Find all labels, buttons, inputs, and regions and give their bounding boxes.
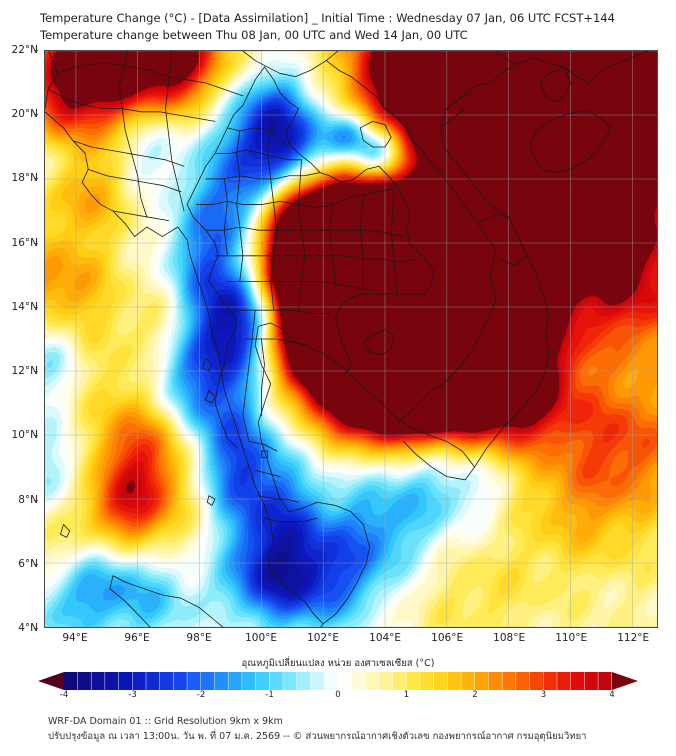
colorbar-band — [283, 672, 297, 690]
x-tick-label: 106°E — [431, 632, 464, 644]
colorbar-tick-label: 4 — [609, 690, 615, 700]
colorbar-band — [502, 672, 516, 690]
colorbar-band — [351, 672, 365, 690]
colorbar-band — [379, 672, 393, 690]
colorbar-strip — [38, 672, 638, 690]
y-tick-mark — [34, 628, 38, 629]
colorbar-band — [269, 672, 283, 690]
x-tick-label: 104°E — [369, 632, 402, 644]
y-tick-mark — [34, 242, 38, 244]
y-tick-mark — [34, 499, 38, 501]
x-tick-label: 98°E — [186, 632, 212, 644]
y-tick-mark — [34, 50, 38, 51]
y-tick-label: 14°N — [11, 300, 38, 313]
colorbar-band — [365, 672, 379, 690]
y-tick-mark — [34, 178, 38, 180]
colorbar-band — [324, 672, 338, 690]
colorbar-tick-label: -1 — [265, 690, 274, 700]
x-tick-label: 112°E — [617, 632, 650, 644]
colorbar-tick-label: 1 — [403, 690, 410, 700]
x-tick-label: 96°E — [124, 632, 150, 644]
colorbar-band — [447, 672, 461, 690]
chart-title-block: Temperature Change (°C) - [Data Assimila… — [40, 10, 660, 44]
colorbar-band — [255, 672, 270, 690]
colorbar-band — [584, 672, 598, 690]
colorbar-band — [91, 672, 105, 690]
colorbar-band — [296, 672, 311, 690]
colorbar-over-arrow — [612, 672, 638, 690]
colorbar-band — [146, 672, 160, 690]
colorbar-tick-label: 3 — [540, 690, 547, 700]
y-tick-label: 12°N — [11, 365, 38, 378]
colorbar-band — [201, 672, 215, 690]
colorbar-band — [392, 672, 407, 690]
colorbar-band — [242, 672, 256, 690]
colorbar-band — [77, 672, 91, 690]
footer-attribution: ปรับปรุงข้อมูล ณ เวลา 13:00น. วัน พ. ที่… — [48, 731, 587, 742]
y-tick-mark — [34, 563, 38, 565]
x-tick-label: 100°E — [245, 632, 278, 644]
y-tick-mark — [34, 435, 38, 437]
colorbar-band — [310, 672, 324, 690]
y-tick-label: 6°N — [18, 557, 38, 570]
colorbar-tick-label: 2 — [472, 690, 478, 700]
colorbar-band — [516, 672, 530, 690]
colorbar-band — [64, 672, 78, 690]
colorbar-band — [529, 672, 544, 690]
y-axis: 4°N 6°N 8°N 10°N 12°N 14°N 16°N 18°N 20°N 22°N — [0, 44, 38, 634]
colorbar-band — [543, 672, 557, 690]
x-axis: 94°E 96°E 98°E 100°E 102°E 104°E 106°E 108°E 110… — [44, 632, 658, 648]
colorbar-band — [475, 672, 489, 690]
y-tick-label: 22°N — [11, 44, 38, 56]
y-tick-label: 18°N — [11, 172, 38, 185]
colorbar-band — [105, 672, 119, 690]
colorbar-band — [420, 672, 434, 690]
colorbar-band — [159, 672, 174, 690]
colorbar-band — [488, 672, 502, 690]
colorbar-band — [132, 672, 146, 690]
colorbar-tick-label: 0 — [335, 690, 341, 700]
colorbar-tick-label: -4 — [59, 690, 69, 700]
colorbar-band — [187, 672, 201, 690]
page-subtitle: Temperature change between Thu 08 Jan, 0… — [40, 28, 468, 42]
y-tick-label: 16°N — [11, 236, 38, 249]
x-tick-label: 102°E — [307, 632, 340, 644]
y-tick-mark — [34, 306, 38, 308]
colorbar-title: อุณหภูมิเปลี่ยนแปลง หน่วย องศาเซลเซียส (… — [241, 658, 435, 669]
colorbar-band — [214, 672, 228, 690]
colorbar-band — [598, 672, 612, 690]
footer-model-info: WRF-DA Domain 01 :: Grid Resolution 9km … — [48, 716, 283, 727]
x-tick-label: 110°E — [555, 632, 588, 644]
colorbar-band — [461, 672, 475, 690]
colorbar-band — [173, 672, 187, 690]
colorbar-band — [118, 672, 133, 690]
map-plot-area — [44, 50, 658, 628]
footer-block: WRF-DA Domain 01 :: Grid Resolution 9km … — [48, 714, 668, 744]
x-tick-label: 108°E — [493, 632, 526, 644]
y-tick-mark — [34, 114, 38, 116]
y-tick-label: 8°N — [18, 493, 38, 506]
colorbar-block: อุณหภูมิเปลี่ยนแปลง หน่วย องศาเซลเซียส (… — [0, 656, 676, 704]
x-tick-label: 94°E — [62, 632, 88, 644]
y-tick-mark — [34, 371, 38, 373]
colorbar-under-arrow — [38, 672, 64, 690]
colorbar-band — [406, 672, 420, 690]
page-title: Temperature Change (°C) - [Data Assimila… — [40, 11, 615, 25]
colorbar-tick-label: -3 — [128, 690, 137, 700]
colorbar-band — [570, 672, 585, 690]
colorbar-band — [433, 672, 448, 690]
colorbar-band — [557, 672, 571, 690]
colorbar-band — [228, 672, 242, 690]
y-tick-label: 4°N — [18, 622, 38, 634]
temperature-heatmap-canvas — [45, 51, 657, 627]
colorbar-tick-label: -2 — [196, 690, 206, 700]
colorbar-tick-labels: -4 -3 -2 -1 0 1 2 3 4 — [38, 690, 638, 704]
y-tick-label: 20°N — [11, 108, 38, 121]
y-tick-label: 10°N — [11, 429, 38, 442]
colorbar-band — [338, 672, 352, 690]
